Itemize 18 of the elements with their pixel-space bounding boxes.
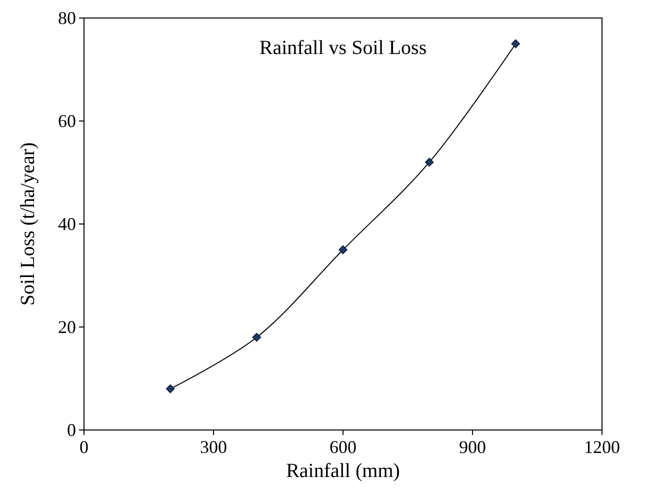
text: Rainfall vs Soil Loss [259, 37, 427, 59]
x-tick-label: 600 [330, 437, 356, 457]
y-tick-label: 80 [58, 8, 76, 28]
x-tick-label: 0 [80, 437, 88, 457]
point [338, 245, 348, 254]
y-tick-label: 40 [58, 214, 76, 234]
point [252, 332, 262, 342]
y-axis-title: Soil Loss (t/ha/year) [17, 142, 39, 306]
x-tick-label: 1200 [584, 437, 620, 457]
point [424, 158, 434, 167]
x-tick-label: 300 [200, 437, 227, 457]
y-tick-label: 20 [58, 317, 76, 337]
x-tick-label: 900 [459, 437, 486, 457]
point [511, 39, 520, 48]
y-tick-label: 0 [67, 420, 76, 440]
y-tick-label: 60 [58, 111, 76, 131]
x-axis-title: Rainfall (mm) [286, 460, 400, 482]
point [166, 384, 175, 394]
